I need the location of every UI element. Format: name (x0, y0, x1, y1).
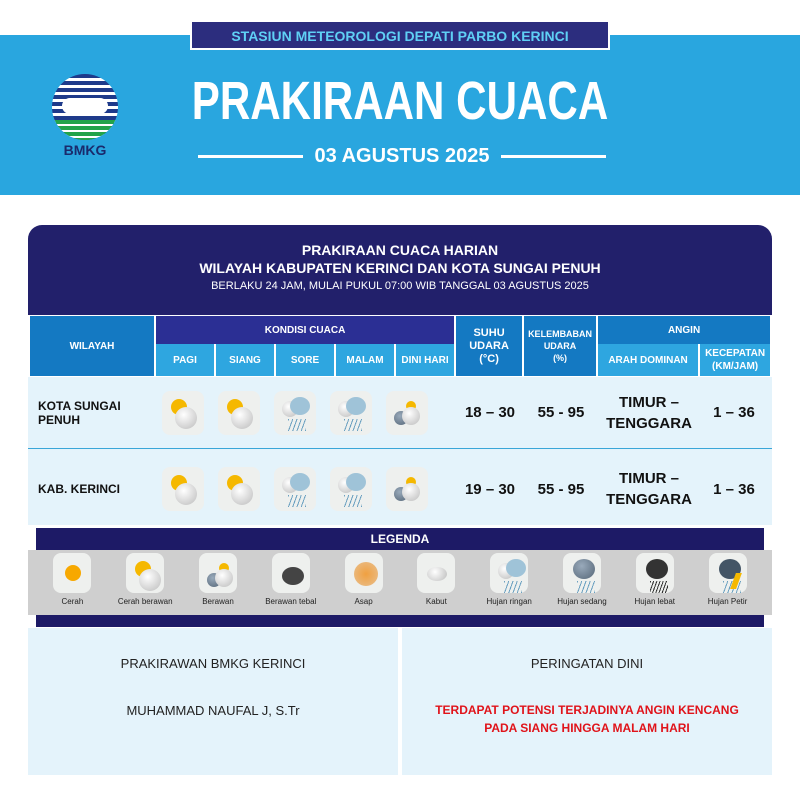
legend-label: Cerah (61, 597, 84, 606)
berawan-tebal-icon (271, 553, 310, 593)
legend-item: Hujan ringan (474, 550, 544, 615)
hujan-ringan-icon (490, 553, 529, 593)
legend-label: Cerah berawan (117, 597, 173, 606)
legend-item: Asap (329, 550, 399, 615)
legend-label: Hujan ringan (486, 597, 532, 606)
forecast-table-header: WILAYAH KONDISI CUACA SUHU UDARA (°C) KEL… (28, 316, 772, 376)
warning-text: TERDAPAT POTENSI TERJADINYA ANGIN KENCAN… (435, 703, 739, 735)
col-kecepatan: KECEPATAN (KM/JAM) (700, 344, 771, 376)
col-kelembaban: KELEMBABAN UDARA (%) (524, 316, 597, 376)
hujan-petir-icon (708, 553, 747, 593)
warning-panel: PERINGATAN DINI TERDAPAT POTENSI TERJADI… (402, 628, 772, 775)
validity-text: BERLAKU 24 JAM, MULAI PUKUL 07:00 WIB TA… (211, 280, 589, 292)
col-angin: ANGIN (598, 316, 771, 344)
cerah-icon (53, 553, 92, 593)
asap-icon (344, 553, 383, 593)
cerah-berawan-icon (126, 553, 165, 593)
col-time: PAGI (156, 344, 214, 376)
logo-text: BMKG (63, 142, 107, 158)
legend: Cerah Cerah berawan Berawan Berawan tebal As… (28, 550, 772, 615)
warning-title: PERINGATAN DINI (530, 656, 644, 671)
cerah-berawan-icon (218, 390, 260, 435)
legend-label: Asap (354, 597, 373, 606)
col-kondisi: KONDISI CUACA (156, 316, 455, 344)
arah-angin: TIMUR – TENGGARA (606, 470, 692, 508)
col-arah: ARAH DOMINAN (598, 344, 699, 376)
legend-item: Kabut (401, 550, 471, 615)
suhu: 19 – 30 (464, 480, 516, 498)
legend-bottom-bar (36, 615, 764, 627)
date-line: 03 AGUSTUS 2025 (198, 145, 606, 168)
forecast-card: PRAKIRAAN CUACA HARIAN WILAYAH KABUPATEN… (28, 225, 772, 775)
table-row: KAB. KERINCI 19 – 30 55 - 95 TIMUR – TENG… (28, 453, 772, 525)
hujan-lebat-icon (635, 553, 674, 593)
col-time: SIANG (216, 344, 274, 376)
page-title: PRAKIRAAN CUACA (191, 71, 609, 131)
bmkg-logo: BMKG (50, 74, 120, 158)
legend-label: Hujan lebat (634, 597, 675, 606)
hujan-ringan-icon (330, 467, 372, 511)
legend-label: Hujan sedang (557, 597, 607, 606)
col-suhu: SUHU UDARA (°C) (456, 316, 523, 376)
legend-label: Berawan tebal (265, 597, 317, 606)
legend-item: Berawan (183, 550, 253, 615)
cerah-berawan-icon (162, 390, 204, 435)
suhu: 18 – 30 (464, 404, 516, 421)
legend-item: Hujan sedang (547, 550, 617, 615)
col-time: DINI HARI (396, 344, 455, 376)
cerah-berawan-icon (218, 467, 260, 511)
header-band (0, 35, 800, 195)
legend-item: Cerah (37, 550, 107, 615)
legend-item: Hujan Petir (693, 550, 763, 615)
table-row: KOTA SUNGAI PENUH 18 – 30 55 - 95 TIMUR –… (28, 377, 772, 449)
bmkg-globe-icon (52, 74, 118, 140)
arah-angin: TIMUR – TENGGARA (606, 393, 692, 432)
forecaster-name: MUHAMMAD NAUFAL J, S.Tr (126, 703, 300, 718)
kecepatan-angin: 1 – 36 (713, 480, 755, 498)
forecaster-panel: PRAKIRAWAN BMKG KERINCI MUHAMMAD NAUFAL … (28, 628, 398, 775)
forecast-rows: KOTA SUNGAI PENUH 18 – 30 55 - 95 TIMUR –… (28, 377, 772, 525)
berawan-icon (386, 467, 428, 511)
hujan-sedang-icon (562, 553, 601, 593)
legend-item: Hujan lebat (620, 550, 690, 615)
berawan-icon (386, 390, 428, 435)
card-subtitle: WILAYAH KABUPATEN KERINCI DAN KOTA SUNGA… (199, 260, 601, 276)
kabut-icon (417, 553, 456, 593)
col-time: SORE (276, 344, 334, 376)
hujan-ringan-icon (274, 390, 316, 435)
hujan-ringan-icon (330, 390, 372, 435)
wilayah: KAB. KERINCI (38, 482, 121, 496)
kelembaban: 55 - 95 (537, 480, 585, 498)
legend-item: Cerah berawan (110, 550, 180, 615)
berawan-icon (198, 553, 237, 593)
wilayah: KOTA SUNGAI PENUH (38, 398, 121, 427)
kecepatan-angin: 1 – 36 (713, 404, 755, 421)
cerah-berawan-icon (162, 467, 204, 511)
forecaster-title: PRAKIRAWAN BMKG KERINCI (120, 656, 306, 671)
legend-label: Hujan Petir (707, 597, 748, 606)
card-title: PRAKIRAAN CUACA HARIAN (301, 242, 499, 258)
legend-item: Berawan tebal (256, 550, 326, 615)
col-wilayah: WILAYAH (30, 316, 154, 376)
card-header: PRAKIRAAN CUACA HARIAN WILAYAH KABUPATEN… (28, 225, 772, 315)
legend-title: LEGENDA (36, 528, 764, 550)
legend-label: Kabut (425, 597, 447, 606)
legend-label: Berawan (202, 597, 234, 606)
forecast-date: 03 AGUSTUS 2025 (314, 145, 490, 167)
kelembaban: 55 - 95 (537, 404, 585, 421)
station-name: STASIUN METEOROLOGI DEPATI PARBO KERINCI (190, 22, 610, 50)
col-time: MALAM (336, 344, 394, 376)
hujan-ringan-icon (274, 467, 316, 511)
